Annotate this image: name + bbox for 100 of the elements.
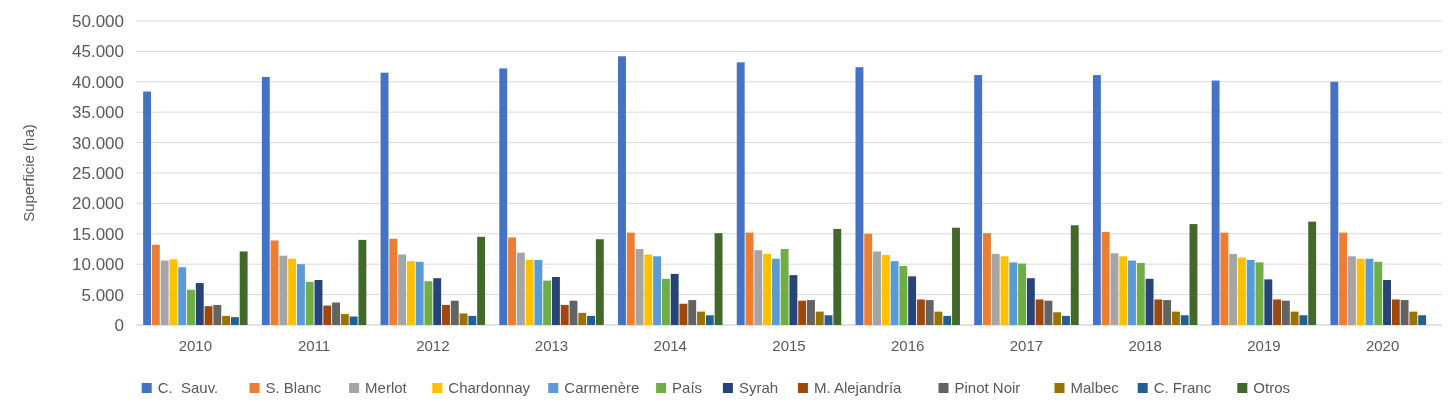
x-tick-label: 2013 (534, 337, 569, 354)
bar (916, 299, 925, 325)
y-tick-label: 20.000 (72, 194, 124, 214)
bar (560, 304, 569, 325)
bar (807, 300, 815, 325)
bar (477, 236, 486, 325)
bar (952, 227, 960, 325)
bar (763, 253, 771, 325)
bar (780, 249, 789, 325)
legend-label: País (672, 379, 703, 396)
x-tick-label: 2017 (1009, 337, 1044, 354)
bar (1339, 232, 1348, 325)
bar (1044, 300, 1053, 325)
bar (595, 239, 604, 325)
bar (1290, 311, 1299, 325)
bar (1374, 261, 1383, 325)
bar (389, 238, 398, 325)
legend-label: M. Alejandría (813, 379, 903, 396)
bar (653, 256, 662, 325)
bar (1154, 299, 1163, 325)
y-tick-label: 50.000 (72, 11, 124, 31)
bar (1418, 315, 1427, 325)
x-tick-label: 2016 (891, 337, 925, 354)
bar (543, 280, 552, 325)
bar (855, 67, 864, 325)
y-tick-label: 10.000 (72, 255, 124, 275)
bar (824, 315, 833, 325)
bar (908, 276, 917, 325)
bar (459, 313, 468, 325)
bar (1246, 259, 1255, 325)
bar (551, 276, 560, 325)
bar (771, 258, 780, 325)
bar (406, 261, 415, 325)
bar (864, 233, 873, 325)
bar (261, 76, 270, 325)
x-tick-label: 2011 (297, 337, 331, 354)
bar (415, 261, 424, 325)
y-tick-label: 30.000 (72, 133, 124, 153)
legend-label: C. Sauv. (157, 379, 219, 396)
bar (1347, 256, 1356, 325)
bar (873, 251, 881, 325)
bar (587, 315, 596, 325)
bar (305, 281, 314, 325)
bar (450, 300, 459, 325)
bar (433, 278, 442, 325)
bar (178, 267, 187, 325)
bar (925, 300, 934, 325)
bar (899, 266, 908, 325)
bar (1009, 262, 1018, 325)
bar (1101, 231, 1110, 325)
bar (1229, 253, 1238, 325)
bar (1070, 225, 1079, 325)
bar (1026, 278, 1035, 325)
x-tick-label: 2020 (1365, 337, 1400, 354)
bar (1238, 257, 1246, 325)
bar (1163, 300, 1172, 325)
legend-label: Otros (1253, 379, 1290, 396)
bar (1136, 262, 1145, 325)
x-tick-label: 2015 (772, 337, 806, 354)
bar (1018, 263, 1027, 325)
bar (169, 259, 178, 325)
bar (881, 255, 890, 325)
bar (1383, 280, 1391, 325)
bar (468, 315, 477, 325)
bar (1273, 299, 1282, 325)
bar (736, 62, 745, 325)
x-tick-label: 2018 (1128, 337, 1162, 354)
bar (1092, 75, 1101, 325)
bar (499, 68, 508, 325)
legend-label: Carmenère (564, 379, 640, 396)
legend-label: Chardonnay (448, 379, 531, 396)
x-tick-label: 2019 (1247, 337, 1281, 354)
y-tick-label: 40.000 (72, 72, 124, 92)
y-tick-label: 35.000 (72, 103, 124, 123)
bar (670, 273, 679, 325)
bar (288, 258, 297, 325)
bar (296, 264, 305, 325)
bar (1409, 311, 1418, 325)
bar (974, 75, 983, 325)
bar (754, 250, 763, 325)
bar (1356, 258, 1365, 325)
bar (424, 281, 433, 325)
bar (815, 311, 824, 325)
bar (195, 283, 204, 325)
bar (508, 237, 516, 325)
bar (349, 316, 358, 325)
bar (890, 261, 899, 325)
bar (340, 314, 349, 325)
bar (516, 252, 525, 325)
bar (714, 233, 723, 325)
bar (1171, 311, 1180, 325)
x-tick-label: 2010 (178, 337, 213, 354)
bar (1119, 256, 1128, 325)
bar (982, 233, 991, 325)
legend-label: Merlot (365, 379, 408, 396)
bar (1391, 299, 1400, 325)
bar (943, 315, 952, 325)
bar (332, 302, 340, 325)
bar (151, 244, 160, 325)
bar (1145, 278, 1154, 325)
